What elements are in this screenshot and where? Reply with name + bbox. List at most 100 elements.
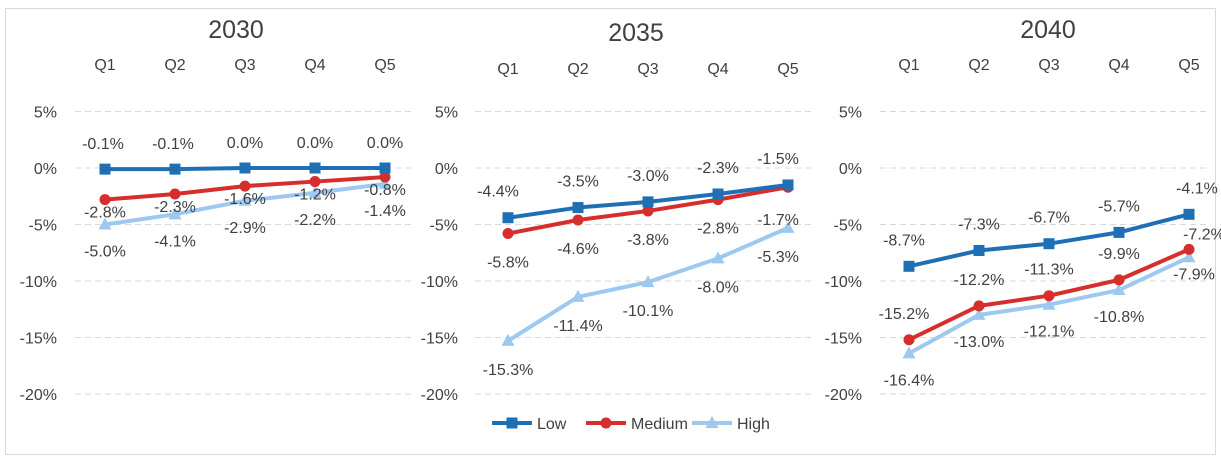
data-point-medium [903, 334, 915, 346]
category-label: Q2 [968, 57, 989, 74]
y-tick-label: -20% [421, 387, 458, 404]
data-point-low [1183, 208, 1195, 220]
data-label: -2.3% [697, 160, 739, 177]
data-label: 0.0% [297, 135, 333, 152]
data-point-high [1112, 283, 1126, 296]
y-tick-label: -15% [20, 331, 57, 348]
category-label: Q2 [164, 57, 185, 74]
data-point-medium [309, 176, 321, 188]
y-tick-label: -15% [421, 331, 458, 348]
data-point-high [1182, 250, 1196, 263]
chart-frame [5, 8, 1216, 455]
data-label: -4.1% [154, 233, 196, 250]
data-point-high [1042, 297, 1056, 310]
panel-title: 2030 [208, 16, 264, 44]
data-label: 0.0% [227, 135, 263, 152]
data-point-high [168, 207, 182, 220]
data-point-low [502, 212, 514, 224]
panel-2040: 2040 Q1 Q2 Q3 Q4 Q5 5% 0% -5% -10% -15% -20% -8.7% -7… [825, 16, 1221, 404]
data-label: -8.7% [883, 232, 925, 249]
category-label: Q1 [898, 57, 919, 74]
data-label: -1.4% [364, 203, 406, 220]
data-point-medium [379, 171, 391, 183]
legend-item-low: Low [492, 416, 567, 433]
data-point-low [642, 196, 654, 208]
data-point-low [572, 202, 584, 214]
data-label: -0.1% [152, 136, 194, 153]
data-label: -7.2% [1183, 226, 1221, 243]
data-point-low [239, 162, 251, 174]
y-tick-label: -15% [825, 331, 862, 348]
data-point-high [501, 333, 515, 346]
data-label: -2.8% [84, 205, 126, 222]
data-label: -5.8% [487, 255, 529, 272]
data-label: -2.2% [294, 212, 336, 229]
panel-2030: 2030 Q1 Q2 Q3 Q4 Q5 5% 0% -5% -10% -15% -20% -0.1% -0… [20, 16, 412, 404]
y-tick-label: 0% [839, 161, 862, 178]
data-label: -2.9% [224, 220, 266, 237]
data-point-medium [502, 228, 514, 240]
data-point-high [98, 217, 112, 230]
data-label: -3.0% [627, 168, 669, 185]
legend-item-medium: Medium [586, 416, 688, 433]
y-tick-label: -10% [20, 274, 57, 291]
y-tick-label: 5% [839, 105, 862, 122]
data-label: -4.4% [477, 184, 519, 201]
data-point-low [973, 244, 985, 256]
data-label: -11.3% [1024, 262, 1074, 279]
legend-label: Medium [631, 416, 688, 433]
data-label: -1.5% [757, 151, 799, 168]
data-label: -0.1% [82, 136, 124, 153]
data-point-medium [1043, 290, 1055, 302]
data-point-low [1043, 238, 1055, 250]
data-point-high [308, 185, 322, 198]
legend-marker [705, 416, 719, 428]
data-point-low [99, 163, 111, 175]
data-point-high [378, 176, 392, 189]
data-point-high [238, 193, 252, 206]
category-label: Q3 [1038, 57, 1059, 74]
data-label: -12.1% [1024, 324, 1075, 341]
data-point-medium [1113, 274, 1125, 286]
data-label: -12.2% [954, 272, 1005, 289]
data-label: -5.0% [84, 244, 126, 261]
data-label: -4.1% [1176, 180, 1218, 197]
data-point-high [571, 289, 585, 302]
data-point-medium [973, 300, 985, 312]
category-label: Q4 [707, 61, 728, 78]
data-point-medium [1183, 243, 1195, 255]
legend-label: High [737, 416, 770, 433]
data-label: -5.3% [757, 249, 799, 266]
data-label: 0.0% [367, 135, 403, 152]
y-tick-label: 5% [435, 105, 458, 122]
legend-item-high: High [692, 416, 770, 433]
data-label: -7.9% [1173, 266, 1215, 283]
data-label: -15.3% [483, 362, 534, 379]
y-tick-label: -20% [825, 387, 862, 404]
y-tick-label: -5% [834, 218, 862, 235]
panel-title: 2040 [1020, 16, 1076, 44]
panel-title: 2035 [608, 19, 664, 47]
category-label: Q1 [497, 61, 518, 78]
data-label: -0.8% [364, 182, 406, 199]
data-point-low [309, 162, 321, 174]
data-point-medium [99, 194, 111, 206]
data-label: -5.7% [1098, 198, 1140, 215]
data-label: -1.2% [294, 187, 336, 204]
data-point-medium [239, 180, 251, 192]
data-point-medium [572, 214, 584, 226]
legend-marker [600, 417, 612, 429]
data-label: -2.8% [697, 221, 739, 238]
data-label: -10.8% [1094, 309, 1145, 326]
data-point-high [972, 307, 986, 320]
data-label: -6.7% [1028, 210, 1070, 227]
data-label: -3.5% [557, 174, 599, 191]
category-label: Q5 [374, 57, 395, 74]
chart-panels: 2030 Q1 Q2 Q3 Q4 Q5 5% 0% -5% -10% -15% -20% -0.1% -0… [20, 16, 1221, 404]
data-point-low [169, 163, 181, 175]
data-point-high [641, 275, 655, 288]
data-label: -8.0% [697, 279, 739, 296]
y-tick-label: -5% [430, 218, 458, 235]
category-label: Q4 [1108, 57, 1129, 74]
